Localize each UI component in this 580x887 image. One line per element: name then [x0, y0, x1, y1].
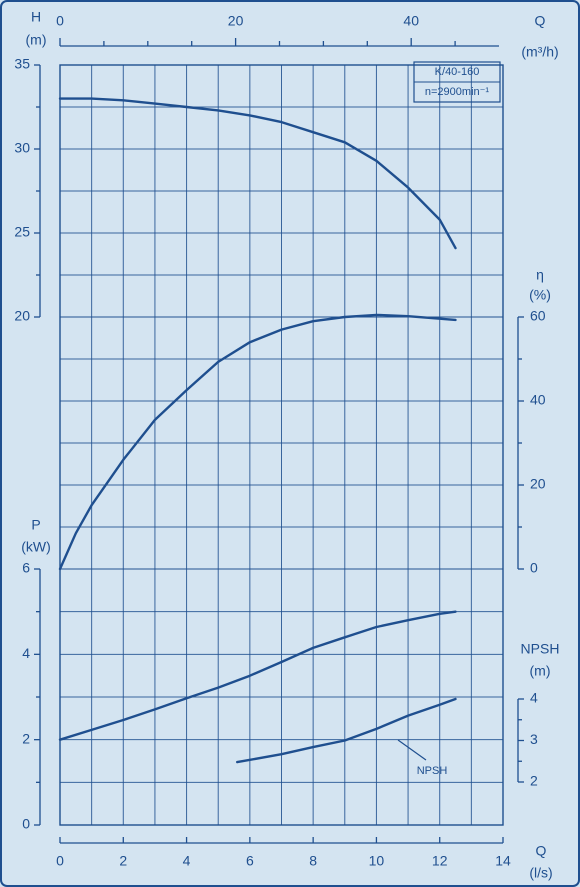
y4-axis-title: NPSH	[521, 641, 560, 657]
curve	[236, 697, 457, 764]
y-axis-title: H	[31, 9, 41, 25]
x2-tick-label: 20	[228, 13, 244, 29]
x2-axis-title: Q	[535, 13, 546, 29]
y-tick-label: 25	[14, 224, 30, 240]
x-axis-unit: (l/s)	[529, 865, 552, 881]
y-tick-label: 3	[530, 731, 538, 747]
x-tick-label: 2	[119, 853, 127, 869]
x2-tick-label: 0	[56, 13, 64, 29]
y4-axis-unit: (m)	[530, 663, 551, 679]
y-tick-label: 20	[14, 308, 30, 324]
y-tick-label: 2	[530, 773, 538, 789]
npsh-annotation: NPSH	[417, 765, 448, 777]
curve	[58, 97, 457, 250]
x-tick-label: 12	[432, 853, 448, 869]
y-tick-label: 35	[14, 56, 30, 72]
y-tick-label: 0	[22, 816, 30, 832]
y-axis-unit: (m)	[26, 32, 47, 48]
npsh-leader	[397, 739, 427, 761]
y-tick-label: 4	[22, 645, 30, 661]
y2-axis-title: η	[536, 267, 544, 283]
x-tick-label: 0	[56, 853, 64, 869]
y3-axis-title: P	[31, 517, 40, 533]
x-tick-label: 10	[369, 853, 385, 869]
y-tick-label: 20	[530, 476, 546, 492]
legend-speed: n=2900min⁻¹	[425, 86, 490, 98]
x2-axis-unit: (m³/h)	[521, 44, 558, 60]
x-tick-label: 6	[246, 853, 254, 869]
x-tick-label: 4	[183, 853, 191, 869]
x2-tick-label: 40	[403, 13, 419, 29]
y-tick-label: 30	[14, 140, 30, 156]
legend-model: K/40-160	[435, 66, 480, 78]
y-tick-label: 40	[530, 392, 546, 408]
x-tick-label: 14	[495, 853, 511, 869]
curve	[58, 313, 457, 571]
curve	[58, 610, 457, 741]
x-tick-label: 8	[309, 853, 317, 869]
y-tick-label: 0	[530, 560, 538, 576]
y-tick-label: 4	[530, 690, 538, 706]
x-axis-title: Q	[536, 843, 547, 859]
y3-axis-unit: (kW)	[21, 539, 51, 555]
y-tick-label: 6	[22, 560, 30, 576]
y-tick-label: 60	[530, 308, 546, 324]
y2-axis-unit: (%)	[529, 287, 551, 303]
y-tick-label: 2	[22, 730, 30, 746]
